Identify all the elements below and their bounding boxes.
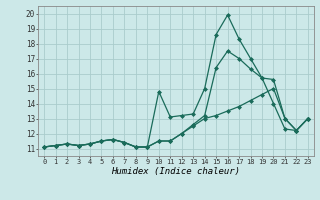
X-axis label: Humidex (Indice chaleur): Humidex (Indice chaleur) <box>111 167 241 176</box>
